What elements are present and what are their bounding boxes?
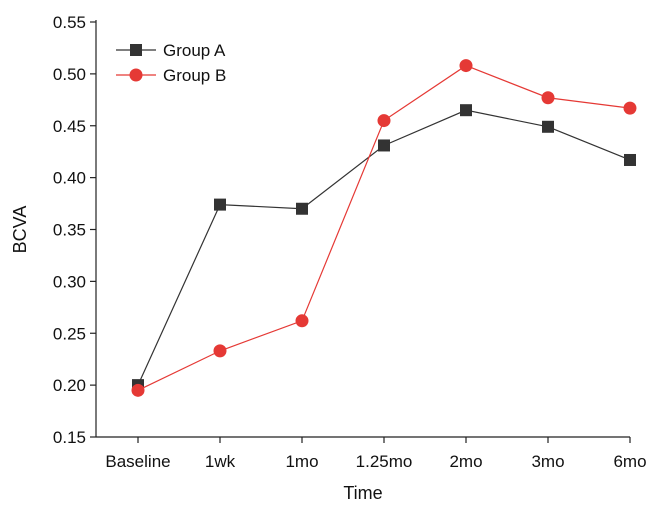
y-tick-label: 0.35 bbox=[53, 221, 86, 240]
x-tick-label: Baseline bbox=[105, 452, 170, 471]
y-tick-label: 0.20 bbox=[53, 376, 86, 395]
x-axis-title: Time bbox=[343, 483, 382, 503]
data-point-circle bbox=[623, 101, 637, 115]
series-group-a bbox=[132, 104, 636, 392]
x-tick-label: 3mo bbox=[531, 452, 564, 471]
x-tick-label: 1.25mo bbox=[356, 452, 413, 471]
y-tick-label: 0.30 bbox=[53, 272, 86, 291]
axes bbox=[95, 20, 630, 438]
x-tick-label: 1mo bbox=[285, 452, 318, 471]
y-tick-label: 0.25 bbox=[53, 324, 86, 343]
y-tick-label: 0.45 bbox=[53, 117, 86, 136]
y-tick-label: 0.50 bbox=[53, 65, 86, 84]
y-tick-label: 0.55 bbox=[53, 13, 86, 32]
legend-label: Group B bbox=[163, 66, 226, 85]
x-axis-ticks: Baseline 1wk 1mo 1.25mo 2mo 3mo 6mo bbox=[105, 437, 647, 471]
legend-item: Group B bbox=[116, 66, 226, 85]
data-point-square bbox=[460, 104, 472, 117]
series-group-b bbox=[131, 59, 637, 397]
x-tick-label: 6mo bbox=[613, 452, 646, 471]
legend-square-marker bbox=[130, 44, 142, 56]
data-point-circle bbox=[131, 383, 145, 397]
data-point-circle bbox=[459, 59, 473, 73]
legend-label: Group A bbox=[163, 41, 226, 60]
x-tick-label: 2mo bbox=[449, 452, 482, 471]
legend: Group A Group B bbox=[116, 41, 226, 85]
data-point-square bbox=[296, 202, 308, 215]
data-point-circle bbox=[213, 344, 227, 358]
data-point-circle bbox=[377, 114, 391, 128]
y-axis-ticks: 0.15 0.20 0.25 0.30 0.35 0.40 0.45 0.50 0.55 bbox=[53, 13, 96, 447]
legend-item: Group A bbox=[116, 41, 226, 60]
data-point-square bbox=[378, 139, 390, 152]
data-point-circle bbox=[295, 314, 309, 328]
x-tick-label: 1wk bbox=[205, 452, 236, 471]
series-layer bbox=[131, 59, 637, 397]
legend-circle-marker bbox=[129, 68, 143, 82]
y-tick-label: 0.15 bbox=[53, 428, 86, 447]
data-point-square bbox=[542, 120, 554, 133]
data-point-square bbox=[624, 153, 636, 166]
y-tick-label: 0.40 bbox=[53, 169, 86, 188]
data-point-circle bbox=[541, 91, 555, 105]
data-point-square bbox=[214, 198, 226, 211]
y-axis-title: BCVA bbox=[10, 206, 30, 254]
